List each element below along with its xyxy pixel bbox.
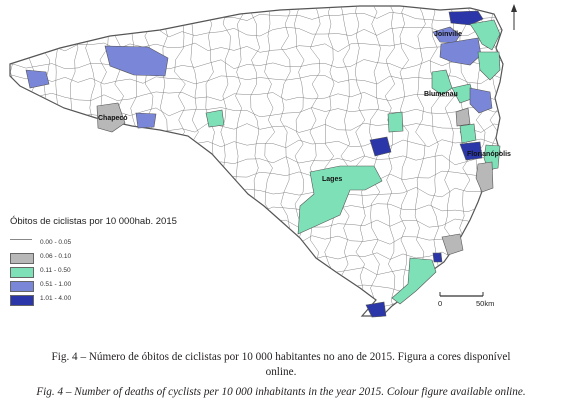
municipality-class-2 bbox=[391, 257, 437, 305]
municipality-class-3 bbox=[439, 37, 482, 66]
municipality-boundary bbox=[505, 0, 516, 324]
municipality-boundary bbox=[0, 0, 5, 324]
municipality-boundary bbox=[10, 91, 503, 101]
legend-label: 0.00 - 0.05 bbox=[40, 239, 72, 246]
municipality-boundary bbox=[384, 6, 396, 316]
scale-bar: 0 50km bbox=[438, 292, 494, 308]
caption-pt-line-1: Fig. 4 – Número de óbitos de ciclistas p… bbox=[51, 351, 511, 363]
municipality-boundary bbox=[10, 314, 503, 316]
legend-swatch bbox=[10, 267, 34, 278]
legend-item: 0.51 - 1.00 bbox=[10, 280, 130, 292]
municipality-boundary bbox=[369, 6, 381, 316]
municipality-class-4 bbox=[459, 141, 483, 161]
figure-caption-en: Fig. 4 – Number of deaths of cyclists pe… bbox=[36, 386, 526, 398]
municipality-class-3 bbox=[25, 69, 50, 89]
municipality-class-4 bbox=[432, 252, 443, 263]
north-arrow-icon bbox=[511, 4, 517, 30]
municipality-class-3 bbox=[432, 26, 461, 44]
municipality-class-1 bbox=[96, 102, 126, 133]
legend-label: 1.01 - 4.00 bbox=[40, 295, 72, 302]
municipality-class-4 bbox=[365, 301, 387, 318]
legend-label: 0.51 - 1.00 bbox=[40, 281, 72, 288]
caption-pt-line-2: online. bbox=[265, 366, 297, 378]
municipality-class-2 bbox=[469, 19, 501, 51]
choropleth-map-figure: Joinville Blumenau Chapecó Florianópolis… bbox=[0, 0, 520, 324]
city-label-joinville: Joinville bbox=[434, 31, 462, 38]
municipality-class-1 bbox=[455, 107, 471, 127]
municipality-boundary bbox=[339, 6, 351, 316]
municipality-boundary bbox=[0, 0, 520, 5]
municipality-class-2 bbox=[297, 165, 383, 235]
city-label-chapeco: Chapecó bbox=[98, 115, 128, 122]
figure-caption-pt: Fig. 4 – Número de óbitos de ciclistas p… bbox=[0, 350, 562, 380]
city-labels: Joinville Blumenau Chapecó Florianópolis… bbox=[98, 31, 511, 183]
municipality-class-1 bbox=[475, 161, 494, 193]
municipality-class-2 bbox=[459, 123, 477, 144]
city-label-florianopolis: Florianópolis bbox=[467, 151, 511, 158]
legend-item: 1.01 - 4.00 bbox=[10, 294, 130, 306]
municipality-boundary bbox=[10, 58, 503, 70]
city-label-blumenau: Blumenau bbox=[424, 91, 458, 98]
municipality-class-4 bbox=[448, 10, 484, 26]
municipality-boundary bbox=[10, 106, 503, 118]
municipality-boundary bbox=[354, 6, 366, 316]
scale-end-label: 50km bbox=[476, 299, 494, 308]
legend-swatch bbox=[10, 239, 32, 249]
legend-item: 0.00 - 0.05 bbox=[10, 238, 130, 249]
municipality-class-2 bbox=[477, 51, 501, 81]
municipality-class-4 bbox=[369, 136, 392, 157]
municipality-class-3 bbox=[135, 112, 157, 129]
legend-label: 0.11 - 0.50 bbox=[40, 267, 71, 274]
municipality-class-1 bbox=[441, 233, 464, 256]
scale-start-label: 0 bbox=[438, 299, 442, 308]
legend-item: 0.11 - 0.50 bbox=[10, 266, 130, 278]
municipality-class-3 bbox=[104, 45, 169, 77]
legend-label: 0.06 - 0.10 bbox=[40, 253, 72, 260]
legend-swatch bbox=[10, 295, 34, 306]
municipality-class-2 bbox=[387, 111, 404, 133]
legend-swatch bbox=[10, 253, 34, 264]
legend-title: Óbitos de ciclistas por 10 000hab. 2015 bbox=[10, 216, 177, 227]
municipality-class-3 bbox=[469, 87, 493, 114]
municipality-boundary bbox=[399, 6, 409, 316]
municipality-class-2 bbox=[431, 69, 453, 96]
municipality-class-2 bbox=[205, 109, 225, 128]
legend-item: 0.06 - 0.10 bbox=[10, 252, 130, 264]
state-map: Joinville Blumenau Chapecó Florianópolis… bbox=[0, 0, 520, 324]
city-label-lages: Lages bbox=[322, 176, 342, 183]
municipality-classes bbox=[25, 10, 501, 318]
legend-swatch bbox=[10, 281, 34, 292]
